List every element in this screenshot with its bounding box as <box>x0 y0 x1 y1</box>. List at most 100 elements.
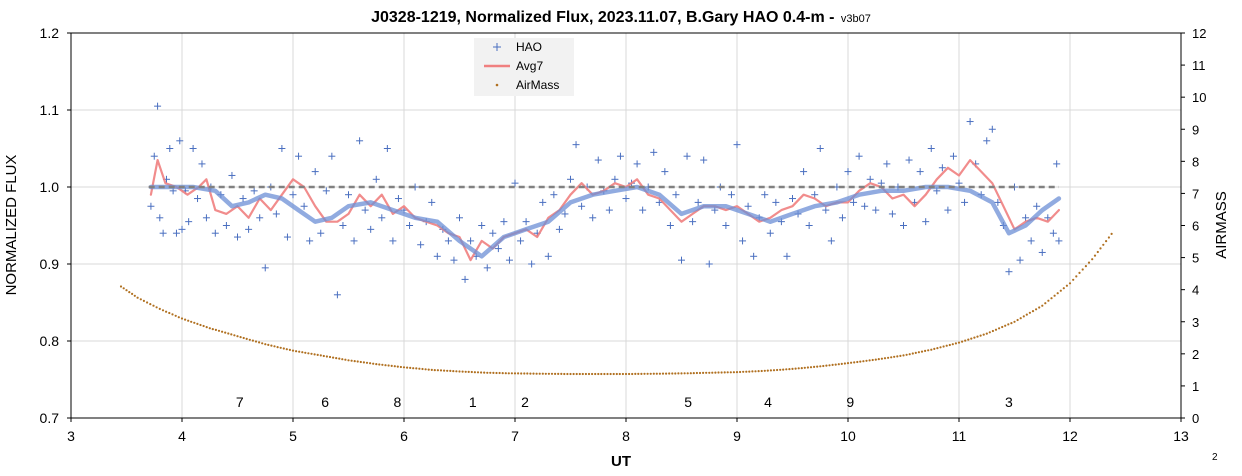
airmass-point <box>621 372 625 376</box>
airmass-point <box>125 289 128 292</box>
airmass-point <box>547 372 551 375</box>
airmass-point <box>976 335 979 338</box>
airmass-point <box>146 301 149 304</box>
airmass-point <box>748 370 751 373</box>
airmass-point <box>1102 243 1105 246</box>
legend-item-airmass: AirMass <box>495 78 559 92</box>
airmass-point <box>267 343 270 346</box>
airmass-point <box>831 363 834 366</box>
airmass-point <box>378 363 381 366</box>
hao-point <box>572 141 580 149</box>
airmass-point <box>187 319 190 322</box>
model-line <box>148 184 1062 259</box>
airmass-point <box>285 348 288 351</box>
airmass-point <box>973 336 976 339</box>
airmass-point <box>196 322 199 325</box>
airmass-point <box>732 371 736 374</box>
legend-hao-marker <box>493 43 501 51</box>
airmass-point <box>205 326 208 329</box>
y2-tick-label: 1 <box>1192 379 1199 394</box>
hao-point <box>406 222 414 229</box>
hao-point <box>922 218 930 226</box>
hao-point <box>185 218 193 226</box>
y2-tick-label: 4 <box>1192 283 1199 298</box>
hao-point <box>261 264 269 272</box>
airmass-point <box>254 340 258 343</box>
chart-title: J0328-1219, Normalized Flux, 2023.11.07,… <box>371 9 871 26</box>
airmass-point <box>356 360 359 363</box>
hao-point <box>176 137 184 145</box>
airmass-point <box>211 328 214 331</box>
airmass-point <box>1047 299 1050 302</box>
airmass-point <box>911 352 914 355</box>
airmass-point <box>1093 254 1097 257</box>
airmass-point <box>233 334 236 337</box>
airmass-point <box>769 369 773 372</box>
hao-point <box>456 214 463 222</box>
airmass-point <box>365 361 369 364</box>
legend-label-hao: HAO <box>516 40 542 54</box>
airmass-point <box>353 360 356 363</box>
airmass-point <box>702 371 705 374</box>
airmass-point <box>171 313 174 316</box>
x-tick-label: 5 <box>289 428 297 444</box>
airmass-point <box>208 327 211 330</box>
hao-point <box>1027 237 1035 245</box>
airmass-point <box>908 353 911 356</box>
airmass-point <box>720 371 723 374</box>
airmass-point <box>136 296 139 299</box>
airmass-point <box>689 372 692 375</box>
airmass-point <box>301 351 304 354</box>
airmass-point <box>443 369 446 372</box>
hao-point <box>766 229 774 237</box>
airmass-point <box>436 369 439 372</box>
hao-point <box>289 191 297 199</box>
airmass-point <box>279 346 282 349</box>
airmass-point <box>575 372 578 376</box>
airmass-point <box>139 298 142 301</box>
hao-point <box>605 206 613 214</box>
hao-point <box>639 206 647 214</box>
airmass-point <box>165 310 168 313</box>
annotation-label: 3 <box>1005 394 1013 410</box>
hao-point <box>306 237 314 245</box>
hao-point <box>372 175 380 183</box>
airmass-point <box>513 372 517 375</box>
hao-point <box>961 198 969 206</box>
airmass-point <box>708 371 711 374</box>
airmass-point <box>837 363 840 366</box>
hao-point <box>955 179 963 187</box>
airmass-point <box>415 367 418 370</box>
hao-point <box>202 214 210 222</box>
airmass-point <box>199 323 202 327</box>
airmass-point <box>1099 247 1102 250</box>
hao-point <box>1033 202 1041 210</box>
hao-point <box>611 175 619 183</box>
x-tick-label: 6 <box>400 428 408 444</box>
x-tick-label: 10 <box>840 428 856 444</box>
hao-point <box>739 237 747 245</box>
airmass-point <box>467 370 470 373</box>
airmass-point <box>328 355 332 359</box>
airmass-point <box>492 371 495 374</box>
legend-label-airmass: AirMass <box>516 78 559 92</box>
airmass-point <box>788 368 791 371</box>
hao-point <box>300 202 308 210</box>
airmass-point <box>1050 297 1053 300</box>
hao-point <box>578 202 586 210</box>
hao-point <box>861 202 869 210</box>
airmass-point <box>184 318 187 321</box>
airmass-point <box>1087 261 1091 264</box>
airmass-point <box>251 339 254 342</box>
airmass-point <box>224 331 227 334</box>
airmass-point <box>550 372 554 375</box>
legend-label-avg7: Avg7 <box>516 59 543 73</box>
hao-point <box>467 237 475 245</box>
airmass-point <box>273 345 276 348</box>
hao-point <box>772 198 780 206</box>
hao-point <box>283 233 291 241</box>
y-tick-label: 1.0 <box>40 179 60 195</box>
airmass-point <box>846 362 850 365</box>
airmass-point <box>970 337 973 340</box>
